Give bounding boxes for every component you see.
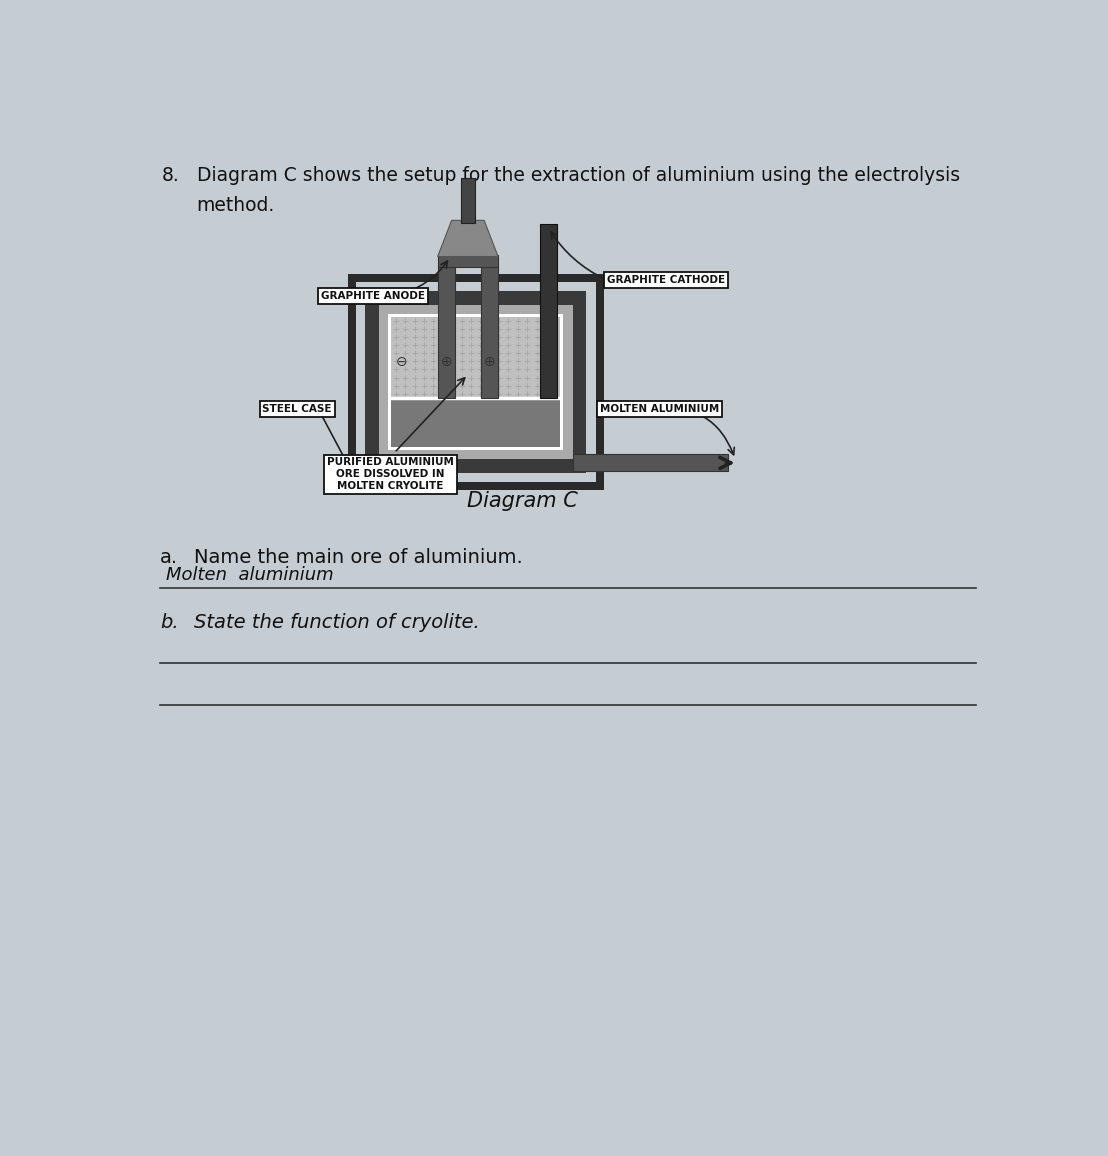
Text: Molten  aluminium: Molten aluminium [165, 565, 334, 584]
FancyBboxPatch shape [356, 282, 596, 482]
Text: b.: b. [161, 613, 178, 632]
Text: 8.: 8. [162, 166, 179, 185]
Text: ⊕: ⊕ [484, 355, 495, 369]
FancyBboxPatch shape [481, 265, 499, 398]
FancyBboxPatch shape [438, 265, 454, 398]
Text: PURIFIED ALUMINIUM
ORE DISSOLVED IN
MOLTEN CRYOLITE: PURIFIED ALUMINIUM ORE DISSOLVED IN MOLT… [327, 458, 454, 491]
FancyBboxPatch shape [365, 291, 586, 473]
FancyBboxPatch shape [540, 224, 557, 398]
Text: ⊖: ⊖ [543, 355, 554, 369]
Text: ⊖: ⊖ [396, 355, 407, 369]
Text: MOLTEN ALUMINIUM: MOLTEN ALUMINIUM [599, 403, 719, 414]
Text: ⊕: ⊕ [440, 355, 452, 369]
Text: method.: method. [196, 195, 275, 215]
FancyBboxPatch shape [391, 318, 561, 398]
Text: Diagram C shows the setup for the extraction of aluminium using the electrolysis: Diagram C shows the setup for the extrac… [196, 166, 960, 185]
FancyBboxPatch shape [388, 314, 563, 450]
Polygon shape [438, 221, 499, 257]
FancyBboxPatch shape [379, 305, 573, 459]
Text: GRAPHITE ANODE: GRAPHITE ANODE [320, 291, 424, 301]
FancyBboxPatch shape [391, 398, 561, 446]
Text: Diagram C: Diagram C [466, 491, 577, 511]
FancyBboxPatch shape [348, 274, 604, 490]
Text: a.: a. [161, 548, 178, 566]
FancyBboxPatch shape [573, 454, 728, 472]
FancyBboxPatch shape [391, 318, 561, 446]
Text: State the function of cryolite.: State the function of cryolite. [194, 613, 480, 632]
Text: Name the main ore of aluminium.: Name the main ore of aluminium. [194, 548, 523, 566]
FancyBboxPatch shape [461, 178, 475, 223]
FancyBboxPatch shape [438, 255, 499, 267]
Text: STEEL CASE: STEEL CASE [263, 403, 332, 414]
Text: GRAPHITE CATHODE: GRAPHITE CATHODE [607, 275, 726, 286]
